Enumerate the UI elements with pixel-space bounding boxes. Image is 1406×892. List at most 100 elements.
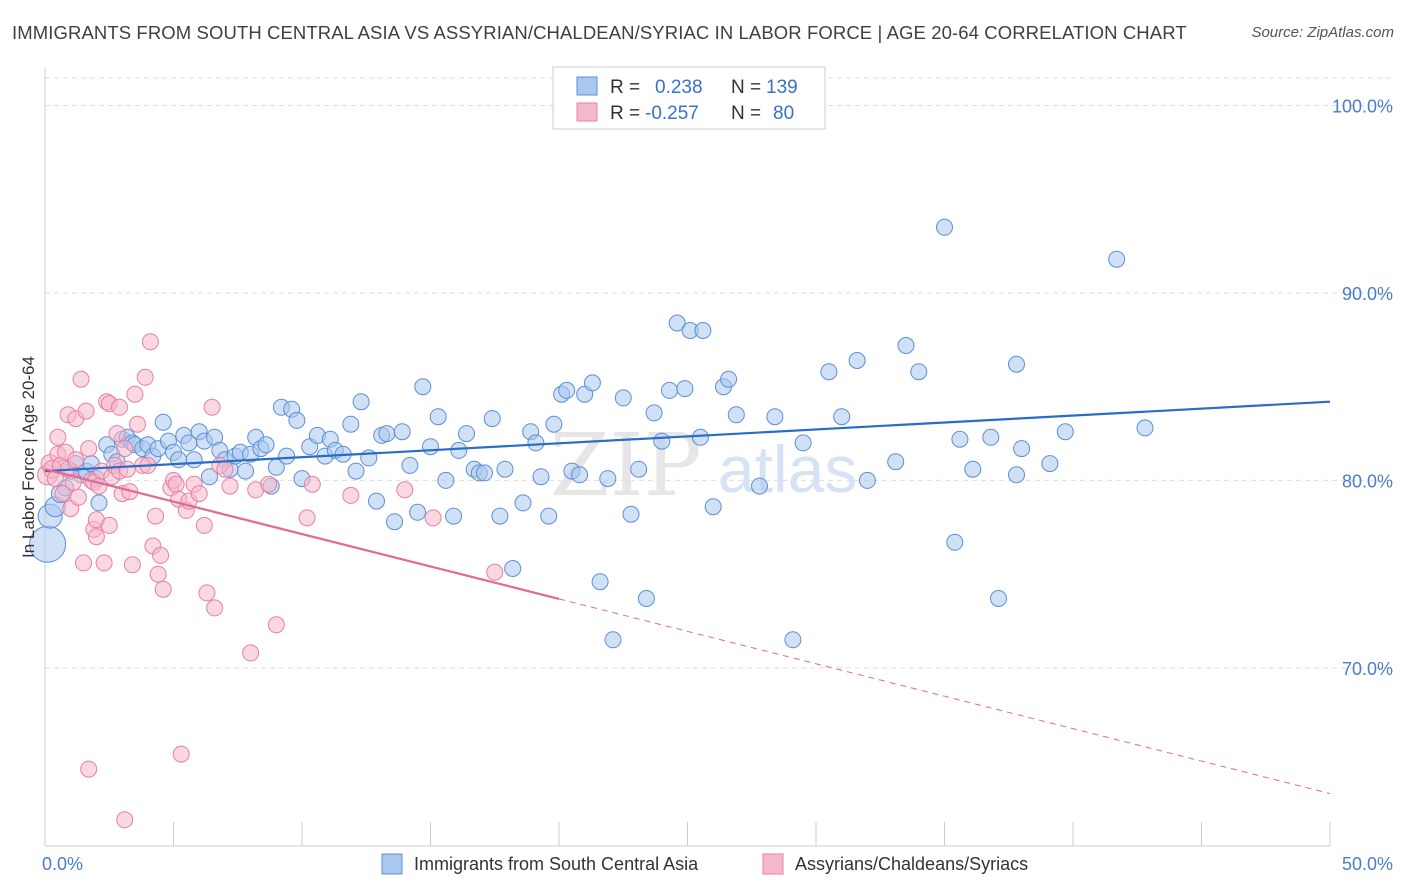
blue-point bbox=[946, 533, 964, 551]
blue-point bbox=[558, 381, 576, 399]
pink-point bbox=[147, 507, 164, 525]
blue-point bbox=[154, 413, 172, 431]
blue-point bbox=[1108, 250, 1126, 268]
blue-point bbox=[237, 462, 254, 480]
pink-point bbox=[298, 509, 316, 527]
blue-point bbox=[185, 451, 203, 469]
pink-point bbox=[267, 616, 285, 634]
blue-point bbox=[450, 441, 468, 459]
blue-point bbox=[532, 468, 550, 486]
blue-point bbox=[694, 322, 712, 339]
pink-point bbox=[126, 385, 144, 403]
blue-point bbox=[951, 430, 969, 448]
pink-point bbox=[95, 554, 113, 572]
blue-point bbox=[278, 447, 296, 465]
pink-point bbox=[342, 486, 360, 504]
blue-point bbox=[897, 337, 915, 354]
y-axis-label: In Labor Force | Age 20-64 bbox=[19, 356, 38, 558]
blue-point bbox=[637, 590, 655, 607]
pink-point bbox=[190, 485, 208, 503]
blue-point bbox=[653, 432, 671, 450]
blue-point bbox=[1013, 440, 1031, 458]
blue-point bbox=[257, 436, 275, 454]
blue-point bbox=[288, 411, 306, 429]
blue-point bbox=[630, 460, 648, 478]
blue-point bbox=[393, 423, 411, 441]
blue-point bbox=[982, 428, 1000, 446]
blue-point bbox=[784, 631, 802, 649]
blue-point bbox=[170, 451, 188, 469]
blue-point bbox=[514, 494, 532, 512]
pink-point bbox=[167, 475, 185, 493]
blue-point bbox=[668, 314, 686, 332]
blue-point bbox=[583, 374, 601, 392]
blue-point bbox=[622, 505, 640, 523]
trend-lines bbox=[44, 400, 1331, 794]
pink-point bbox=[260, 475, 278, 493]
blue-point bbox=[599, 470, 617, 488]
pink-point bbox=[116, 440, 134, 458]
blue-point bbox=[527, 434, 545, 452]
blue-point bbox=[422, 438, 439, 456]
pink-point bbox=[80, 760, 98, 778]
blue-point bbox=[90, 494, 108, 512]
blue-point bbox=[848, 352, 866, 369]
blue-point bbox=[936, 218, 953, 236]
blue-point bbox=[720, 370, 738, 388]
blue-point bbox=[990, 590, 1007, 607]
blue-point bbox=[491, 507, 509, 525]
bottom-legend-label-pink: Assyrians/Chaldeans/Syriacs bbox=[795, 854, 1028, 874]
bottom-legend-swatch-pink bbox=[762, 853, 784, 875]
blue-point bbox=[661, 381, 678, 399]
legend-r-label-pink: R = bbox=[610, 103, 640, 124]
blue-point bbox=[858, 471, 876, 489]
y-tick-label: 100.0% bbox=[1332, 96, 1393, 116]
blue-point bbox=[676, 380, 694, 398]
y-tick-label: 90.0% bbox=[1342, 284, 1393, 304]
blue-point bbox=[766, 408, 784, 426]
legend-r-value-blue: 0.238 bbox=[655, 77, 703, 98]
pink-point bbox=[111, 398, 128, 416]
pink-point bbox=[149, 565, 167, 583]
pink-point bbox=[118, 460, 136, 478]
pink-point bbox=[69, 488, 87, 506]
pink-point bbox=[303, 475, 321, 493]
pink-point bbox=[72, 370, 90, 388]
blue-point bbox=[591, 573, 609, 591]
legend-n-value-blue: 139 bbox=[766, 77, 798, 98]
gridlines bbox=[45, 77, 1392, 669]
pink-point bbox=[172, 745, 190, 763]
watermark-atlas: atlas bbox=[718, 432, 857, 506]
pink-point bbox=[75, 554, 92, 572]
blue-point bbox=[378, 425, 396, 443]
legend-box bbox=[552, 66, 826, 130]
pink-point bbox=[198, 584, 216, 602]
legend-swatch-pink bbox=[576, 102, 598, 122]
axes bbox=[44, 68, 1331, 847]
pink-point bbox=[49, 428, 67, 446]
blue-point bbox=[794, 434, 812, 452]
pink-point bbox=[195, 516, 213, 534]
legend-r-label-blue: R = bbox=[610, 77, 640, 98]
blue-point bbox=[409, 503, 427, 521]
pink-point bbox=[203, 398, 221, 416]
top-legend: R = 0.238 N = 139 R = -0.257 N = 80 bbox=[552, 66, 826, 130]
x-tick-label-min: 0.0% bbox=[42, 854, 83, 874]
pink-point bbox=[136, 368, 154, 386]
blue-point bbox=[571, 466, 589, 484]
pink-point bbox=[152, 546, 170, 564]
blue-point bbox=[437, 471, 455, 489]
blue-point bbox=[727, 406, 745, 424]
pink-point bbox=[154, 580, 172, 598]
blue-point bbox=[496, 460, 514, 478]
legend-swatch-blue bbox=[576, 76, 598, 96]
y-tick-label: 70.0% bbox=[1342, 659, 1393, 679]
blue-point bbox=[1136, 419, 1154, 437]
blue-point bbox=[386, 513, 403, 531]
blue-point bbox=[1056, 423, 1074, 441]
blue-point bbox=[964, 460, 982, 478]
legend-n-value-pink: 80 bbox=[773, 103, 794, 124]
legend-r-value-pink: -0.257 bbox=[645, 103, 699, 124]
blue-point bbox=[604, 631, 622, 649]
